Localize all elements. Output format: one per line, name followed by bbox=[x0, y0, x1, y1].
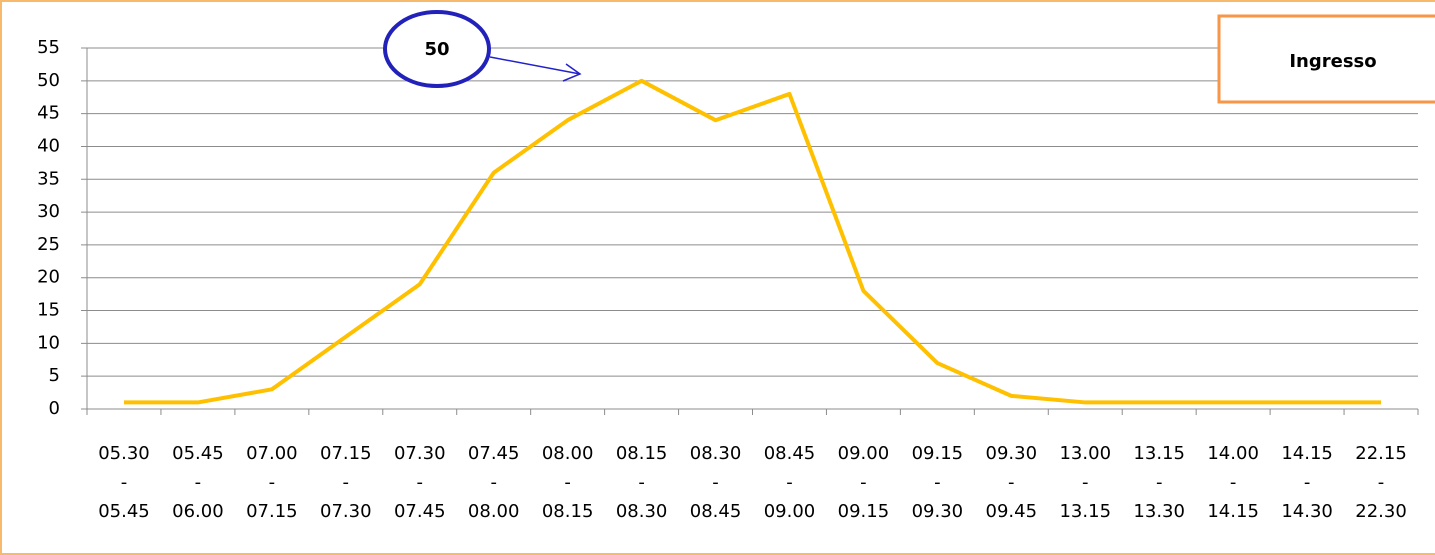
annotation-arrowhead bbox=[562, 63, 582, 82]
y-tick-label: 30 bbox=[37, 201, 60, 222]
y-tick-label: 35 bbox=[37, 168, 60, 189]
y-tick-label: 25 bbox=[37, 234, 60, 255]
y-tick-label: 45 bbox=[37, 103, 60, 124]
annotation-text: 50 bbox=[424, 39, 449, 60]
x-tick-label: 22.15 - 22.30 bbox=[1355, 443, 1407, 522]
annotation-arrow bbox=[489, 56, 581, 75]
x-tick-label: 08.00 - 08.15 bbox=[541, 443, 594, 522]
x-tick-label: 05.45 - 06.00 bbox=[172, 443, 224, 522]
x-tick-label: 07.30 - 07.45 bbox=[393, 443, 446, 522]
x-tick-label: 07.15 - 07.30 bbox=[320, 443, 372, 522]
y-tick-label: 0 bbox=[49, 398, 60, 419]
legend-box bbox=[1217, 14, 1435, 104]
y-tick-label: 15 bbox=[37, 300, 60, 321]
legend-label: Ingresso bbox=[1289, 51, 1376, 72]
x-tick-label: 09.00 - 09.15 bbox=[837, 443, 890, 522]
y-tick-label: 55 bbox=[37, 37, 60, 58]
x-tick-label: 08.30 - 08.45 bbox=[689, 443, 742, 522]
x-tick-label: 08.45 - 09.00 bbox=[763, 443, 816, 522]
x-tick-label: 14.15 - 14.30 bbox=[1281, 443, 1333, 522]
y-tick-label: 40 bbox=[37, 135, 60, 156]
x-tick-label: 07.00 - 07.15 bbox=[246, 443, 298, 522]
data-line bbox=[123, 78, 1382, 405]
x-tick-label: 14.00 - 14.15 bbox=[1207, 443, 1259, 522]
annotation-ellipse bbox=[383, 10, 491, 88]
x-tick-label: 05.30 - 05.45 bbox=[98, 443, 150, 522]
y-tick-label: 10 bbox=[37, 332, 60, 353]
y-tick-label: 20 bbox=[37, 267, 60, 288]
x-tick-label: 13.00 - 13.15 bbox=[1059, 443, 1112, 522]
y-tick-label: 50 bbox=[37, 70, 60, 91]
y-tick-label: 5 bbox=[49, 365, 60, 386]
x-tick-label: 07.45 - 08.00 bbox=[467, 443, 520, 522]
x-tick-label: 09.15 - 09.30 bbox=[911, 443, 964, 522]
x-tick-label: 09.30 - 09.45 bbox=[985, 443, 1038, 522]
x-tick-label: 13.15 - 13.30 bbox=[1133, 443, 1185, 522]
x-tick-label: 08.15 - 08.30 bbox=[615, 443, 668, 522]
